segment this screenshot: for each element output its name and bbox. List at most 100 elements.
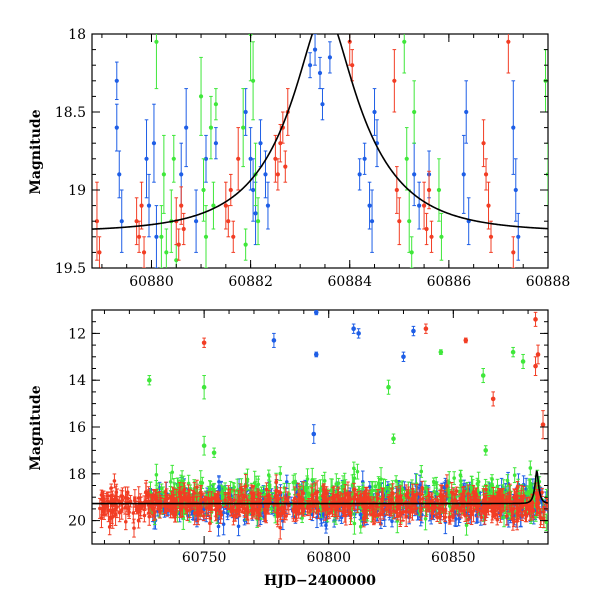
data-point	[380, 491, 384, 510]
data-point	[540, 487, 544, 497]
data-point	[466, 515, 470, 525]
data-point	[283, 150, 288, 183]
data-point	[221, 513, 226, 536]
data-point	[361, 511, 366, 528]
data-point	[255, 197, 261, 246]
full-axis-ticks	[92, 309, 548, 545]
data-point	[482, 501, 487, 525]
data-point	[123, 513, 128, 531]
data-point	[208, 514, 212, 532]
zoom-y-axis-label: Magnitude	[28, 109, 44, 194]
full-panel: 60750 60800 60850 12 14 16 18 20 Magnitude HJD…	[28, 309, 549, 589]
zoom-axis-ticks	[92, 33, 549, 269]
data-point	[176, 228, 181, 261]
full-data-points	[98, 310, 548, 540]
data-point	[250, 41, 256, 121]
data-point	[161, 134, 166, 214]
data-point	[404, 127, 409, 191]
data-point	[386, 379, 391, 395]
data-point	[401, 351, 406, 362]
data-point	[424, 212, 429, 246]
data-point	[394, 166, 399, 214]
data-point	[352, 461, 356, 475]
data-point	[438, 489, 442, 503]
zoom-data-points	[94, 34, 548, 268]
data-point	[402, 34, 407, 74]
data-point	[313, 310, 319, 316]
data-point	[146, 489, 151, 513]
data-point	[479, 513, 484, 522]
data-point	[282, 495, 287, 520]
data-point	[250, 158, 256, 222]
data-point	[530, 501, 534, 521]
data-point	[438, 349, 444, 355]
data-point	[372, 88, 377, 136]
data-point	[179, 186, 184, 225]
data-point	[223, 181, 228, 230]
data-point	[301, 502, 306, 517]
data-point	[418, 501, 423, 521]
data-point	[138, 496, 143, 520]
data-point	[141, 236, 147, 268]
data-point	[280, 497, 284, 517]
data-point	[132, 518, 136, 538]
y-tick-label: 18.5	[55, 105, 86, 121]
data-point	[391, 433, 396, 444]
data-point	[362, 142, 367, 175]
data-point	[274, 474, 279, 490]
data-point	[535, 344, 541, 365]
data-point	[352, 512, 357, 535]
data-point	[336, 486, 341, 511]
data-point	[466, 484, 470, 503]
data-point	[223, 492, 228, 509]
data-point	[452, 471, 456, 485]
data-point	[397, 197, 402, 246]
data-point	[431, 502, 435, 515]
data-point	[411, 325, 416, 337]
data-point	[421, 181, 427, 230]
data-point	[184, 88, 189, 168]
data-point	[213, 498, 218, 522]
data-point	[436, 158, 442, 222]
data-point	[159, 205, 164, 268]
data-point	[228, 173, 233, 207]
data-point	[213, 127, 219, 160]
data-point	[94, 181, 100, 261]
data-point	[474, 500, 478, 511]
data-point	[426, 170, 432, 210]
data-point	[336, 477, 341, 489]
data-point	[512, 516, 516, 528]
data-point	[479, 506, 483, 516]
data-point	[305, 468, 310, 490]
data-point	[418, 491, 422, 509]
data-point	[348, 491, 353, 507]
data-point	[240, 499, 244, 513]
data-point	[513, 158, 518, 222]
data-point	[110, 494, 114, 508]
data-point	[232, 489, 237, 511]
data-point	[170, 464, 175, 480]
x-tick-label: 60884	[327, 274, 372, 290]
data-point	[236, 127, 241, 191]
y-tick-label: 20	[68, 514, 86, 530]
data-point	[258, 119, 263, 168]
data-point	[198, 56, 204, 136]
data-point	[147, 375, 152, 386]
data-point	[466, 197, 471, 246]
data-point	[211, 447, 217, 458]
data-point	[263, 498, 268, 522]
full-y-axis-label: Magnitude	[28, 385, 44, 470]
data-point	[461, 134, 466, 214]
data-point	[317, 56, 323, 90]
data-point	[115, 495, 119, 519]
data-point	[447, 471, 451, 495]
data-point	[452, 488, 456, 500]
x-tick-label: 60882	[228, 274, 273, 290]
full-model-curve	[92, 470, 548, 505]
data-point	[439, 212, 444, 261]
y-tick-label: 19.5	[55, 261, 86, 277]
data-point	[483, 445, 489, 456]
x-tick-label: 60888	[526, 274, 571, 290]
data-point	[239, 483, 243, 494]
